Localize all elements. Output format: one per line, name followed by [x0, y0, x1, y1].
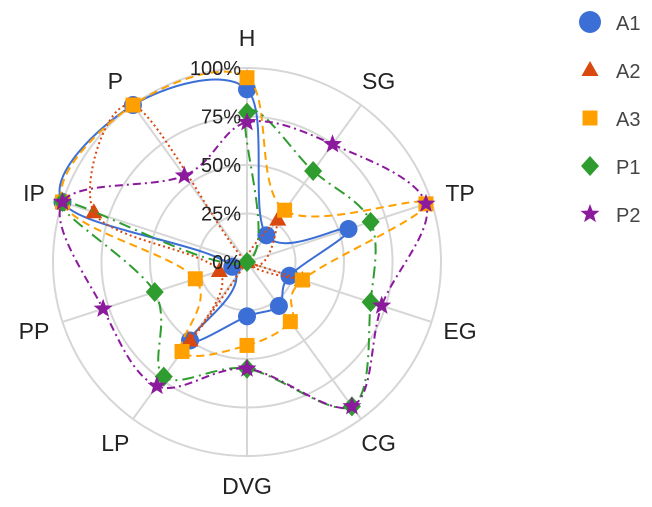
axis-label-cg: CG — [361, 430, 396, 456]
legend-marker — [582, 110, 598, 126]
data-point — [210, 261, 228, 277]
data-point — [269, 296, 288, 315]
data-point — [361, 292, 380, 313]
data-point — [257, 226, 276, 245]
data-point — [277, 202, 293, 218]
data-point — [239, 337, 255, 353]
data-point — [174, 343, 190, 359]
axis-label-eg: EG — [443, 318, 476, 344]
data-point — [125, 97, 141, 113]
data-point — [181, 331, 199, 347]
data-point — [323, 134, 342, 153]
data-point — [339, 220, 358, 239]
axis-labels: H SG TP EG CG DVG LP PP IP P — [19, 25, 477, 499]
legend-marker — [579, 11, 601, 33]
data-point — [154, 366, 173, 387]
data-point — [361, 211, 380, 232]
legend-label: A1 — [616, 13, 640, 35]
data-point — [147, 376, 167, 395]
legend-item-a3: A3 — [582, 109, 640, 131]
legend-item-p2: P2 — [580, 204, 640, 227]
data-point — [282, 314, 298, 330]
series-layer — [53, 70, 436, 417]
axis-label-p: P — [108, 68, 123, 94]
data-point — [237, 112, 257, 131]
data-point — [238, 252, 256, 272]
data-point — [269, 210, 287, 226]
data-point — [342, 396, 362, 415]
legend-item-a2: A2 — [581, 61, 640, 83]
legend-item-p1: P1 — [581, 156, 640, 179]
data-point — [294, 272, 310, 288]
data-point — [237, 358, 257, 377]
series-a3 — [54, 70, 434, 359]
axis-label-lp: LP — [101, 430, 129, 456]
series-line — [58, 78, 350, 344]
series-p2 — [53, 112, 436, 415]
series-line — [58, 120, 429, 409]
grid-spoke — [246, 201, 432, 263]
axis-label-ip: IP — [23, 180, 45, 206]
tick-label: 50% — [201, 155, 241, 177]
data-point — [372, 295, 392, 314]
data-point — [174, 165, 194, 184]
axis-label-sg: SG — [362, 68, 395, 94]
legend-label: P1 — [616, 157, 640, 179]
axis-label-tp: TP — [445, 180, 474, 206]
data-point — [304, 160, 323, 181]
tick-label: 75% — [201, 107, 241, 129]
legend-marker — [581, 156, 599, 176]
legend-item-a1: A1 — [579, 11, 640, 35]
axis-label-dvg: DVG — [222, 473, 272, 499]
tick-label: 25% — [201, 204, 241, 226]
grid-spoke — [246, 261, 362, 420]
data-point — [223, 257, 242, 276]
legend-marker — [580, 204, 600, 223]
series-line — [59, 109, 377, 410]
data-point — [145, 281, 164, 302]
data-point — [187, 271, 203, 287]
tick-label: 100% — [190, 58, 241, 80]
axis-label-pp: PP — [19, 318, 50, 344]
tick-labels: 0% 25% 50% 75% 100% — [190, 58, 241, 274]
legend-label: A3 — [616, 109, 640, 131]
legend: A1 A2 A3 P1 P2 — [579, 11, 640, 227]
legend-label: A2 — [616, 61, 640, 83]
data-point — [416, 193, 436, 212]
data-point — [93, 298, 113, 317]
data-point — [238, 307, 256, 326]
tick-label: 0% — [212, 252, 241, 274]
data-point — [239, 70, 255, 86]
legend-label: P2 — [616, 205, 640, 227]
axis-label-h: H — [239, 25, 256, 51]
grid-spoke — [246, 261, 432, 323]
data-point — [53, 192, 72, 211]
legend-marker — [581, 61, 599, 76]
